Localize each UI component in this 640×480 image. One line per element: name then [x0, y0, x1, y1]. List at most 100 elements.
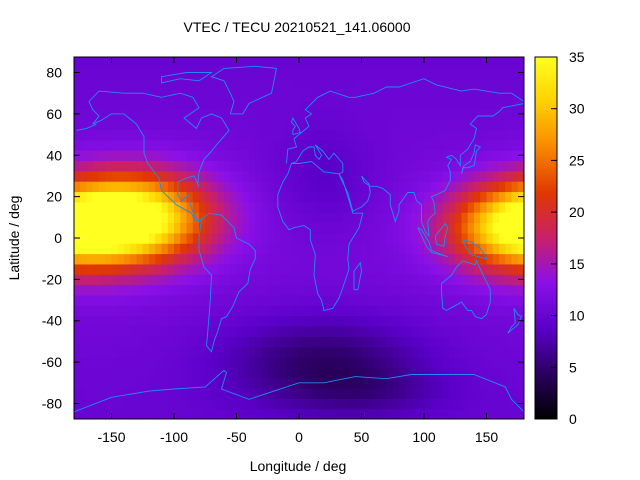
- heatmap-cell: [124, 377, 131, 389]
- heatmap-cell: [136, 377, 144, 389]
- heatmap-cell: [374, 232, 381, 244]
- heatmap-cell: [174, 232, 181, 244]
- heatmap-cell: [124, 305, 131, 317]
- heatmap-cell: [267, 67, 275, 79]
- heatmap-cell: [155, 346, 163, 358]
- heatmap-cell: [136, 294, 144, 306]
- heatmap-cell: [136, 77, 144, 89]
- heatmap-cell: [492, 387, 500, 399]
- heatmap-cell: [411, 108, 419, 120]
- heatmap-cell: [442, 367, 450, 379]
- heatmap-cell: [186, 398, 194, 410]
- heatmap-cell: [261, 274, 269, 286]
- heatmap-cell: [336, 222, 344, 234]
- heatmap-cell: [224, 88, 231, 99]
- heatmap-cell: [474, 398, 481, 410]
- heatmap-cell: [99, 367, 106, 379]
- heatmap-cell: [242, 129, 250, 141]
- heatmap-cell: [399, 305, 406, 317]
- heatmap-cell: [136, 212, 144, 224]
- heatmap-cell: [292, 170, 300, 182]
- heatmap-cell: [461, 315, 469, 327]
- coast-eurasia: [286, 78, 524, 164]
- heatmap-cell: [411, 377, 419, 389]
- heatmap-cell: [161, 57, 169, 68]
- heatmap-cell: [299, 222, 306, 234]
- heatmap-cell: [467, 170, 475, 182]
- heatmap-cell: [99, 232, 106, 244]
- heatmap-cell: [311, 108, 319, 120]
- heatmap-cell: [92, 325, 100, 337]
- heatmap-cell: [236, 315, 244, 327]
- heatmap-cell: [436, 315, 444, 327]
- heatmap-cell: [442, 232, 450, 244]
- heatmap-cell: [174, 305, 181, 317]
- heatmap-cell: [217, 222, 225, 234]
- heatmap-cell: [192, 305, 200, 317]
- heatmap-cell: [399, 325, 406, 337]
- heatmap-cell: [449, 232, 456, 244]
- heatmap-cell: [255, 139, 263, 151]
- heatmap-cell: [442, 253, 450, 265]
- heatmap-cell: [205, 284, 213, 296]
- heatmap-cell: [424, 315, 431, 327]
- heatmap-cell: [380, 191, 388, 203]
- heatmap-cell: [192, 253, 200, 265]
- heatmap-cell: [211, 170, 219, 182]
- heatmap-cell: [155, 232, 163, 244]
- heatmap-cell: [511, 336, 519, 348]
- heatmap-cell: [130, 336, 138, 348]
- heatmap-cell: [211, 160, 219, 172]
- heatmap-cell: [286, 387, 294, 399]
- heatmap-cell: [142, 377, 150, 389]
- heatmap-cell: [311, 367, 319, 379]
- heatmap-cell: [405, 232, 413, 244]
- heatmap-cell: [155, 160, 163, 172]
- heatmap-cell: [317, 212, 325, 224]
- heatmap-cell: [192, 222, 200, 234]
- heatmap-cell: [242, 274, 250, 286]
- heatmap-cell: [336, 150, 344, 162]
- heatmap-cell: [74, 222, 81, 234]
- heatmap-cell: [330, 263, 338, 275]
- heatmap-cell: [324, 57, 331, 68]
- heatmap-cell: [267, 212, 275, 224]
- heatmap-cell: [161, 367, 169, 379]
- heatmap-cell: [136, 57, 144, 68]
- heatmap-cell: [92, 263, 100, 275]
- heatmap-cell: [186, 315, 194, 327]
- heatmap-cell: [242, 222, 250, 234]
- heatmap-cell: [330, 367, 338, 379]
- heatmap-cell: [324, 408, 331, 419]
- heatmap-cell: [361, 232, 369, 244]
- heatmap-cell: [317, 305, 325, 317]
- heatmap-cell: [474, 88, 481, 99]
- heatmap-cell: [142, 212, 150, 224]
- heatmap-cell: [355, 377, 363, 389]
- heatmap-cell: [105, 336, 113, 348]
- heatmap-cell: [124, 398, 131, 410]
- heatmap-cell: [511, 367, 519, 379]
- heatmap-cell: [136, 181, 144, 193]
- heatmap-cell: [224, 119, 231, 130]
- x-tick-label: 150: [475, 429, 499, 445]
- heatmap-cell: [492, 408, 500, 419]
- heatmap-cell: [505, 263, 513, 275]
- heatmap-cell: [80, 398, 88, 410]
- heatmap-cell: [317, 170, 325, 182]
- heatmap-cell: [86, 387, 94, 399]
- heatmap-cell: [330, 57, 338, 68]
- heatmap-cell: [311, 139, 319, 151]
- heatmap-cell: [117, 263, 125, 275]
- heatmap-cell: [124, 181, 131, 193]
- heatmap-cell: [167, 108, 175, 120]
- heatmap-cell: [299, 387, 306, 399]
- heatmap-cell: [349, 108, 356, 120]
- heatmap-cell: [236, 294, 244, 306]
- heatmap-cell: [349, 57, 356, 68]
- heatmap-cell: [130, 57, 138, 68]
- heatmap-cell: [261, 77, 269, 89]
- heatmap-cell: [505, 274, 513, 286]
- heatmap-cell: [355, 387, 363, 399]
- heatmap-cell: [517, 139, 524, 151]
